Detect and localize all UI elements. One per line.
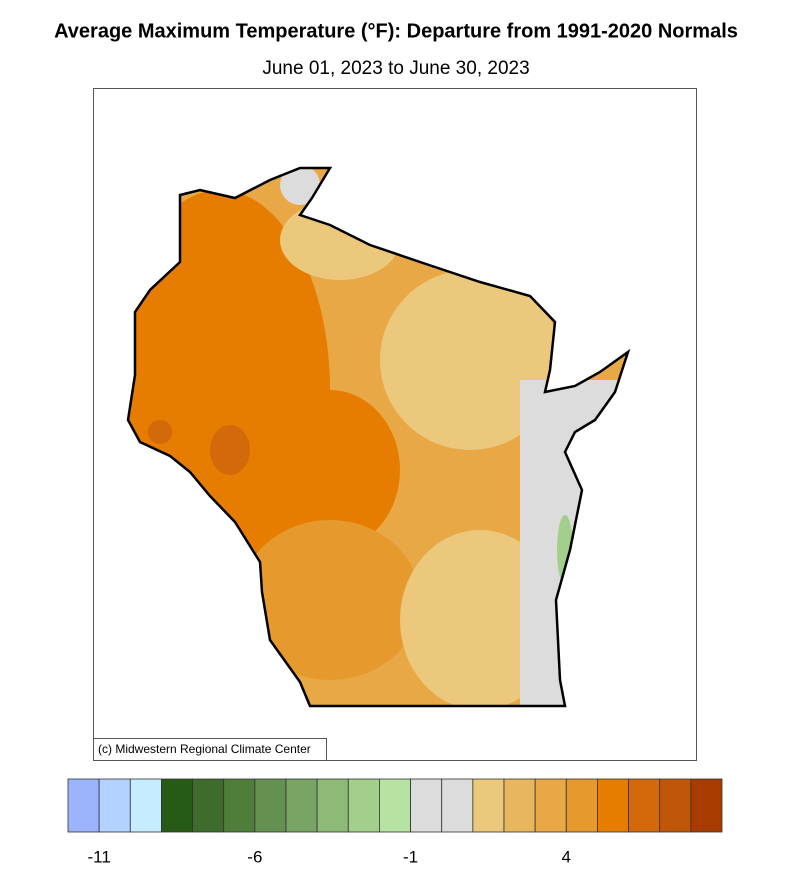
color-swatch bbox=[129, 778, 162, 833]
color-swatch bbox=[472, 778, 505, 833]
state-outline bbox=[126, 166, 631, 708]
color-swatch bbox=[659, 778, 692, 833]
color-swatch bbox=[316, 778, 349, 833]
colorbar-tick-label: -1 bbox=[403, 847, 418, 866]
map-subtitle: June 01, 2023 to June 30, 2023 bbox=[262, 58, 529, 79]
colorbar-tick-label: -6 bbox=[247, 847, 262, 866]
color-swatch bbox=[223, 778, 256, 833]
color-swatch bbox=[192, 778, 225, 833]
color-swatch bbox=[285, 778, 318, 833]
color-swatch bbox=[565, 778, 598, 833]
map-title: Average Maximum Temperature (°F): Depart… bbox=[54, 20, 738, 42]
color-swatch bbox=[379, 778, 411, 833]
credit: (c) Midwestern Regional Climate Center bbox=[98, 742, 311, 756]
color-swatch bbox=[503, 778, 536, 833]
color-swatch bbox=[441, 778, 474, 833]
color-swatch bbox=[254, 778, 287, 833]
color-swatch bbox=[628, 778, 661, 833]
color-swatch bbox=[347, 778, 380, 833]
color-swatch bbox=[410, 778, 443, 833]
color-swatch bbox=[161, 778, 193, 833]
color-swatch bbox=[98, 778, 131, 833]
color-swatch bbox=[67, 778, 100, 833]
color-swatch bbox=[690, 778, 723, 833]
credit-box bbox=[93, 738, 327, 761]
color-swatch bbox=[534, 778, 567, 833]
colorbar-tick-label: -11 bbox=[87, 847, 110, 866]
colorbar: -11 -6 -1 4 bbox=[67, 778, 723, 866]
colorbar-tick-label: 4 bbox=[562, 847, 571, 866]
color-swatch bbox=[597, 778, 629, 833]
